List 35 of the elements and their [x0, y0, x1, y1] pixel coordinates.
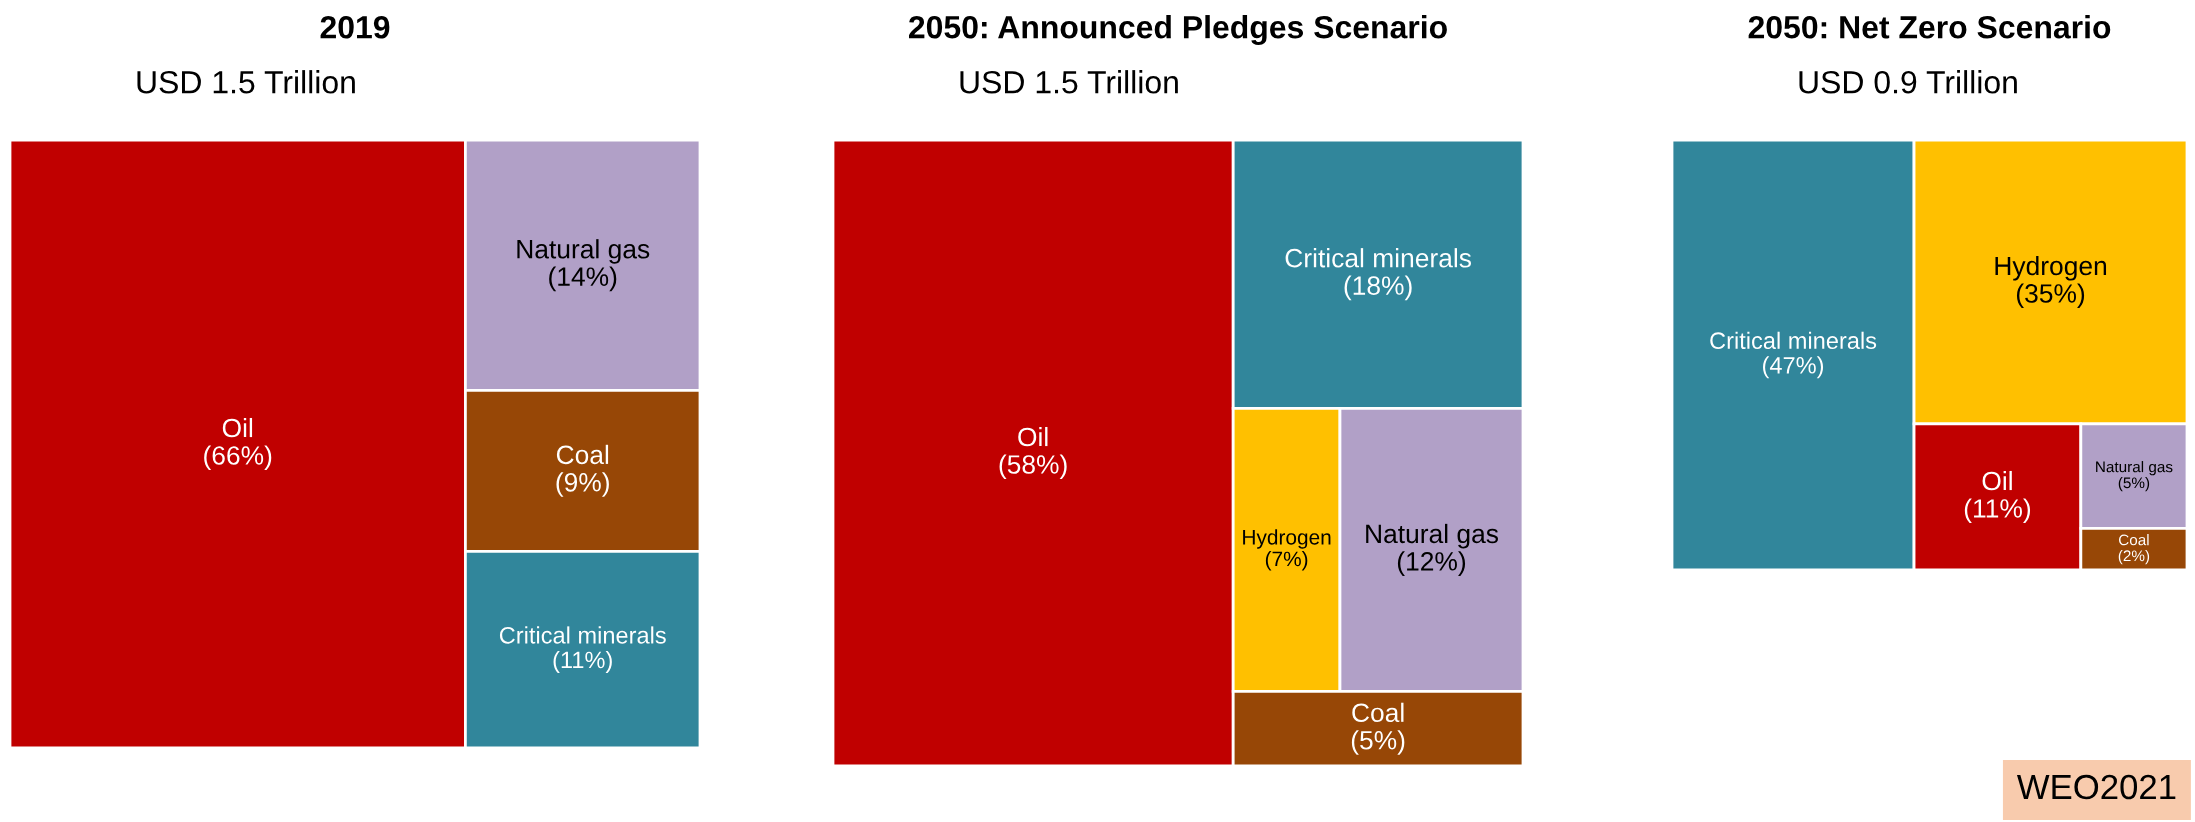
category-label: Coal — [2118, 534, 2149, 546]
category-label: Critical minerals — [1285, 248, 1471, 268]
data-label: (58%) — [999, 454, 1067, 480]
text: USD 1.5 Trillion — [960, 70, 1178, 94]
category-label: Oil — [1982, 470, 2012, 491]
data-label: (14%) — [549, 266, 617, 292]
category-label: Natural gas — [2096, 461, 2173, 476]
category-label: Natural gas — [517, 239, 650, 264]
data-label: (35%) — [2016, 283, 2085, 308]
text: WEO2021 — [2016, 774, 2176, 800]
category-label: Hydrogen — [1243, 529, 1331, 549]
category-label: Hydrogen — [1995, 255, 2107, 281]
data-label: (9%) — [556, 472, 609, 497]
category-label: Critical minerals — [499, 626, 666, 644]
data-label: (66%) — [204, 445, 272, 471]
data-label: (5%) — [1351, 730, 1405, 755]
data-label: (2%) — [2118, 549, 2150, 565]
data-label: (7%) — [1265, 551, 1308, 571]
text: USD 0.9 Trillion — [1799, 70, 2017, 94]
category-label: Oil — [1018, 426, 1048, 447]
data-label: (5%) — [2118, 476, 2150, 492]
text: 2019 — [320, 15, 390, 39]
data-label: (47%) — [1763, 356, 1824, 379]
category-label: Coal — [556, 444, 609, 465]
data-label: (12%) — [1397, 551, 1466, 576]
category-label: Coal — [1352, 702, 1404, 723]
text: 2050: Net Zero Scenario — [1748, 15, 2111, 39]
category-label: Oil — [222, 417, 253, 438]
data-label: (18%) — [1344, 275, 1412, 301]
text: 2050: Announced Pledges Scenario — [909, 15, 1447, 45]
data-label: (11%) — [1964, 498, 2031, 523]
data-label: (11%) — [553, 650, 612, 673]
category-label: Natural gas — [1366, 523, 1499, 549]
category-label: Critical minerals — [1710, 331, 1877, 350]
text: USD 1.5 Trillion — [137, 70, 355, 94]
